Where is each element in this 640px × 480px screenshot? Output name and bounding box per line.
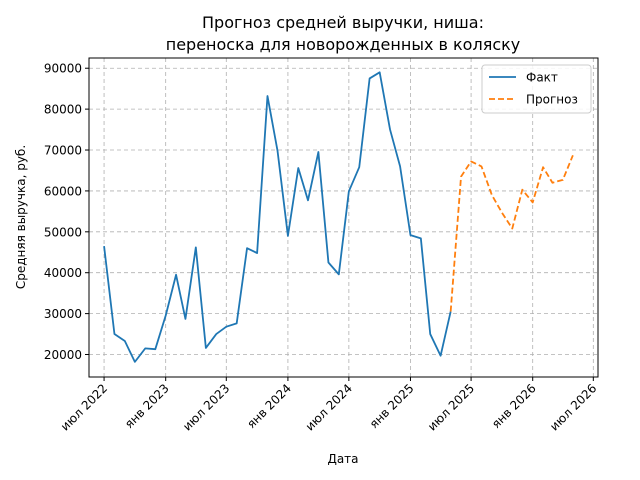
y-tick-label: 90000: [44, 62, 82, 76]
x-tick-label: янв 2024: [244, 381, 294, 431]
y-axis-label: Средняя выручка, руб.: [14, 145, 28, 289]
legend: Факт Прогноз: [481, 64, 592, 114]
x-tick-label: июл 2024: [303, 381, 355, 433]
chart-title-line-2: переноска для новорожденных в коляску: [166, 35, 521, 54]
y-tick-label: 60000: [44, 184, 82, 198]
series-line-fact: [103, 71, 452, 363]
x-tick-label: янв 2023: [122, 381, 172, 431]
chart-title: Прогноз средней выручки, ниша: переноска…: [166, 13, 521, 54]
chart-title-line-1: Прогноз средней выручки, ниша:: [202, 13, 484, 32]
x-tick-label: янв 2026: [489, 381, 539, 431]
x-tick-label: янв 2025: [367, 381, 417, 431]
x-tick-label: июл 2026: [547, 381, 599, 433]
y-tick-label: 50000: [44, 225, 82, 239]
x-tick-label: июл 2023: [180, 381, 232, 433]
x-axis: июл 2022 янв 2023 июл 2023 янв 2024 июл 2024…: [58, 377, 599, 434]
series-layer: [103, 71, 574, 363]
plot-area-frame: [88, 57, 599, 378]
series-line-forecast: [449, 154, 574, 312]
y-tick-label: 80000: [44, 103, 82, 117]
y-tick-label: 40000: [44, 266, 82, 280]
x-axis-label: Дата: [327, 452, 358, 466]
y-tick-label: 30000: [44, 307, 82, 321]
y-tick-label: 70000: [44, 144, 82, 158]
legend-label-forecast: Прогноз: [526, 93, 578, 107]
x-tick-label: июл 2025: [425, 381, 477, 433]
legend-label-fact: Факт: [526, 71, 558, 85]
y-axis: 20000 30000 40000 50000 60000 70000 80000 90000: [44, 62, 89, 362]
x-tick-label: июл 2022: [58, 381, 110, 433]
y-tick-label: 20000: [44, 348, 82, 362]
